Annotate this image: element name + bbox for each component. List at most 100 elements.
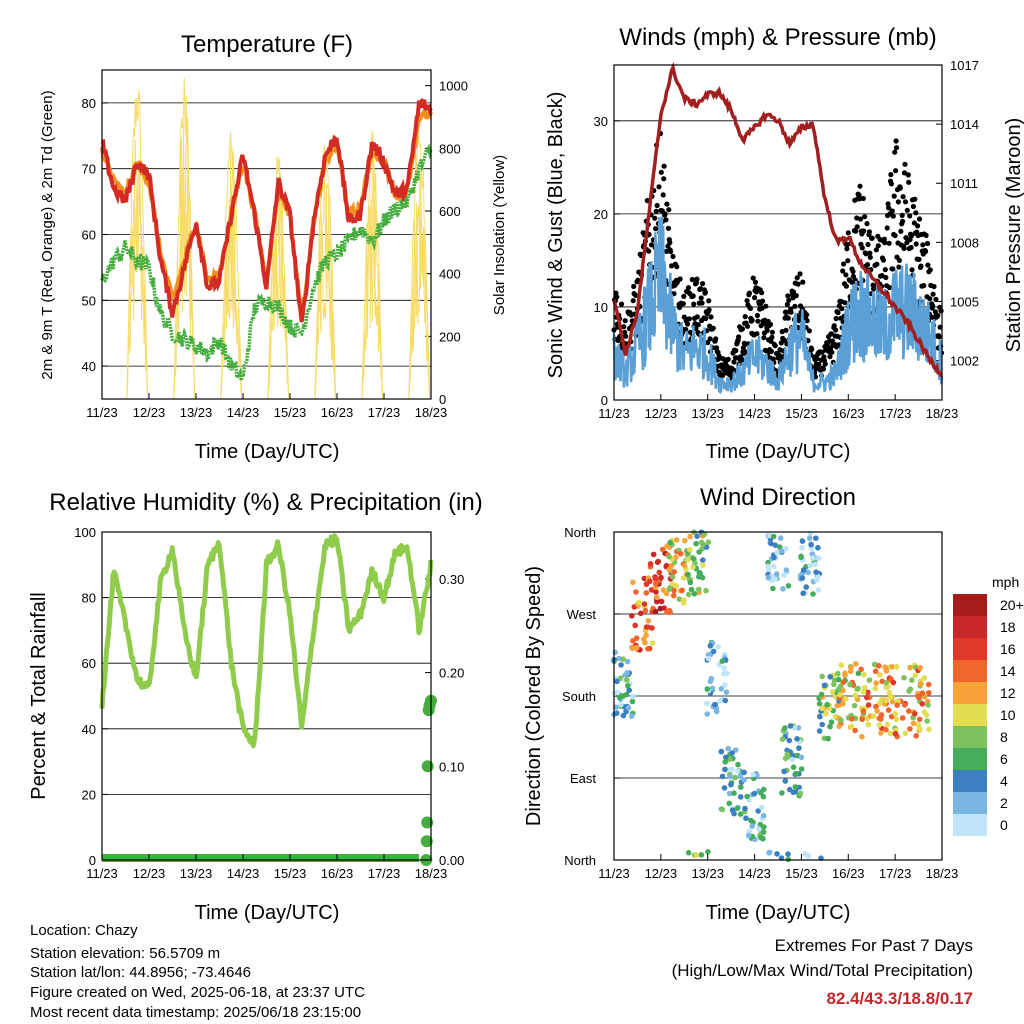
gust-point	[713, 336, 719, 342]
direction-point	[913, 733, 919, 739]
rh-xtick-label: 17/23	[368, 866, 401, 881]
temp-xtick-label: 14/23	[227, 405, 260, 420]
direction-point	[883, 726, 889, 733]
direction-point	[703, 587, 709, 594]
direction-point	[926, 726, 932, 733]
direction-point	[877, 672, 883, 678]
direction-point	[781, 768, 787, 775]
gust-point	[916, 256, 922, 262]
dewpoint-line	[100, 143, 433, 381]
direction-point	[654, 594, 660, 601]
legend-swatch	[953, 792, 987, 814]
gust-point	[736, 334, 742, 340]
gust-point	[897, 185, 903, 191]
gust-point	[747, 305, 754, 311]
direction-point	[707, 642, 714, 649]
gust-point	[924, 240, 931, 247]
direction-point	[816, 728, 823, 734]
solar-insolation-line	[220, 131, 243, 400]
direction-point	[677, 550, 684, 557]
direction-point	[835, 676, 842, 683]
direction-point	[915, 722, 921, 728]
legend-label: 6	[1000, 751, 1008, 767]
gust-point	[920, 242, 926, 248]
direction-point	[682, 537, 688, 544]
dir-ytick-label: North	[564, 853, 596, 868]
gust-point	[630, 298, 636, 304]
direction-point	[815, 544, 821, 551]
direction-point	[620, 656, 626, 662]
gust-point	[936, 334, 942, 340]
direction-point	[777, 535, 784, 541]
gust-point	[668, 249, 674, 255]
direction-point	[907, 686, 914, 692]
direction-point	[723, 754, 729, 761]
wind-xtick-label: 17/23	[879, 406, 912, 421]
direction-point	[656, 569, 663, 576]
temperature-ylabel: 2m & 9m T (Red, Orange) & 2m Td (Green)	[39, 90, 56, 379]
direction-point	[792, 784, 799, 790]
direction-point	[798, 766, 805, 772]
direction-point	[878, 730, 884, 736]
direction-point	[889, 664, 896, 670]
gust-point	[706, 298, 712, 304]
dir-ytick-label: North	[564, 525, 596, 540]
direction-point	[893, 716, 900, 723]
gust-point	[841, 261, 847, 267]
solar-insolation-line	[173, 140, 196, 400]
gust-point	[931, 283, 937, 290]
direction-point	[620, 712, 627, 719]
gust-point	[907, 237, 913, 243]
gust-point	[927, 267, 933, 273]
dir-xtick-label: 16/23	[832, 866, 865, 881]
direction-point	[681, 597, 687, 603]
direction-point	[770, 533, 777, 540]
gust-point	[797, 271, 803, 277]
direction-point	[666, 586, 673, 592]
direction-point	[652, 575, 659, 582]
direction-point	[734, 767, 741, 774]
gust-point	[900, 218, 906, 224]
gust-point	[754, 312, 761, 319]
solar-insolation-line	[408, 172, 431, 400]
gust-point	[685, 285, 692, 291]
rh-xtick-label: 16/23	[321, 866, 354, 881]
direction-point	[718, 686, 725, 692]
direction-point	[899, 715, 906, 721]
gust-point	[759, 290, 765, 296]
temperature-xlabel: Time (Day/UTC)	[195, 441, 340, 463]
direction-point	[633, 645, 640, 651]
direction-point	[673, 583, 679, 589]
direction-point	[919, 690, 926, 696]
gust-point	[882, 267, 888, 273]
direction-point	[860, 689, 867, 695]
direction-point	[722, 759, 729, 765]
gust-point	[768, 338, 774, 344]
gust-point	[916, 216, 923, 222]
direction-point	[680, 575, 687, 581]
gust-point	[857, 183, 863, 189]
direction-point	[772, 542, 779, 548]
gust-point	[882, 240, 888, 246]
gust-point	[820, 366, 827, 372]
direction-point	[783, 545, 789, 552]
gust-point	[853, 228, 859, 234]
rh-frame	[101, 531, 432, 861]
direction-point	[873, 703, 879, 710]
direction-point	[709, 685, 716, 692]
legend-label: 12	[1000, 685, 1016, 701]
direction-point	[663, 590, 670, 597]
direction-point	[819, 705, 825, 712]
direction-point	[847, 681, 853, 688]
direction-point	[797, 790, 804, 797]
gust-point	[822, 361, 828, 367]
direction-point	[734, 805, 740, 812]
gust-point	[900, 194, 906, 200]
gust-point	[896, 264, 902, 270]
direction-point	[771, 554, 777, 561]
direction-point	[751, 790, 758, 797]
direction-point	[799, 538, 806, 544]
latlon-text: Station lat/lon: 44.8956; -73.4646	[30, 964, 251, 981]
direction-point	[840, 700, 846, 707]
